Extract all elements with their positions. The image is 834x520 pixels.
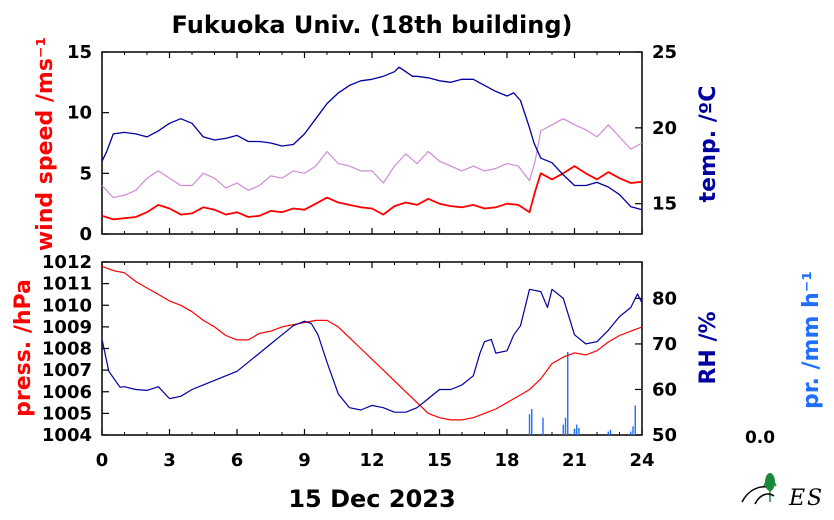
top-series	[101, 66, 643, 221]
y-left-tick-label: 15	[67, 42, 92, 63]
rh-axis-label: RH /%	[696, 311, 721, 384]
y-left-tick-label: 1011	[42, 274, 92, 295]
y-left-tick-label: 1010	[42, 295, 92, 316]
precip-axis-label: pr. /mm h⁻¹	[799, 271, 824, 409]
y-left-tick-label: 10	[67, 103, 92, 124]
pressure-line	[101, 265, 643, 421]
x-tick-label: 21	[562, 450, 587, 471]
precip-bar	[609, 429, 612, 435]
wind-speed-line	[101, 165, 643, 221]
bottom-series	[101, 265, 643, 435]
bottom-panel-frame	[101, 261, 643, 436]
precip-bar	[542, 417, 544, 435]
pressure-axis-label: press. /hPa	[11, 279, 36, 417]
precip-bar	[528, 414, 531, 435]
temperature-line	[101, 66, 643, 211]
x-tick-label: 9	[298, 450, 311, 471]
x-tick-label: 18	[494, 450, 519, 471]
precip-bar	[634, 405, 636, 435]
chart-title: Fukuoka Univ. (18th building)	[172, 11, 573, 39]
bottom-panel: 0 3 6 9 12 15 18 21 2410041005100610071008100910…	[11, 252, 824, 471]
x-tick-label: 6	[231, 450, 244, 471]
y-left-tick-label: 1012	[42, 252, 92, 273]
y-left-tick-label: 1004	[42, 425, 92, 446]
y-left-tick-label: 0	[79, 224, 92, 245]
y-right-tick-label: 15	[652, 194, 677, 215]
y-right-tick-label: 25	[652, 42, 677, 63]
precip-bar	[573, 429, 576, 435]
precip-bar	[562, 424, 564, 435]
svg-text:E: E	[788, 486, 805, 511]
y-right-tick-label: 60	[652, 379, 677, 400]
precip-bar	[576, 424, 578, 435]
rh-line	[101, 288, 643, 413]
wind-speed-axis-label: wind speed /ms⁻¹	[33, 37, 58, 251]
y-left-tick-label: 1005	[42, 403, 92, 424]
precip-bar	[607, 431, 609, 435]
y-left-tick-label: 1007	[42, 360, 92, 381]
precip-bar	[564, 417, 567, 435]
svg-text:S: S	[807, 486, 822, 511]
temperature-axis-label: temp. /ºC	[696, 86, 721, 203]
x-tick-label: 15	[427, 450, 452, 471]
bottom-ticks: 0 3 6 9 12 15 18 21 2410041005100610071008100910…	[42, 252, 677, 471]
y-right-tick-label: 80	[652, 288, 677, 309]
date-label: 15 Dec 2023	[288, 485, 455, 513]
x-tick-label: 0	[96, 450, 109, 471]
precip-bar	[578, 428, 580, 435]
precip-bar	[531, 409, 533, 435]
y-left-tick-label: 1008	[42, 339, 92, 360]
precip-bar	[630, 431, 632, 435]
x-tick-label: 12	[359, 450, 384, 471]
top-ticks: 0 5 10 15 15 20 25	[67, 42, 677, 245]
wind-gust-line	[101, 118, 643, 199]
y-left-tick-label: 1006	[42, 382, 92, 403]
precip-total: 0.0	[745, 428, 775, 448]
institution-logo: E S	[741, 473, 822, 511]
y-left-tick-label: 5	[79, 163, 92, 184]
precip-bar	[632, 426, 634, 435]
y-right-tick-label: 20	[652, 118, 677, 139]
y-left-tick-label: 1009	[42, 317, 92, 338]
top-panel: 0 5 10 15 15 20 25 wind speed /ms⁻¹ temp. /ºC	[33, 37, 721, 251]
y-right-tick-label: 70	[652, 334, 677, 355]
x-tick-label: 3	[163, 450, 176, 471]
precip-bar	[567, 351, 569, 435]
x-tick-label: 24	[629, 450, 654, 471]
y-right-tick-label: 50	[652, 425, 677, 446]
